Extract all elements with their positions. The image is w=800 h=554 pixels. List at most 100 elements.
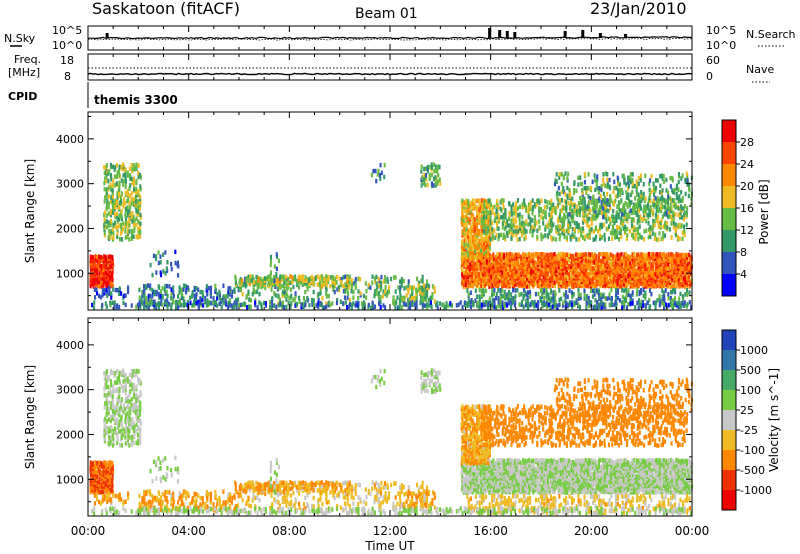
- power-cell: [631, 181, 634, 187]
- power-cell: [496, 207, 499, 212]
- power-cell: [629, 276, 632, 281]
- power-cell: [524, 290, 527, 295]
- power-cell: [288, 295, 291, 301]
- power-cell: [110, 229, 113, 234]
- power-cell: [680, 282, 683, 287]
- power-cell: [478, 251, 481, 256]
- power-cell: [487, 302, 490, 307]
- power-cell: [561, 254, 564, 259]
- power-cell: [425, 297, 428, 303]
- power-cell: [220, 298, 223, 303]
- power-cell: [598, 304, 601, 309]
- power-cell: [316, 274, 319, 279]
- power-cell: [382, 303, 385, 308]
- power-cell: [474, 298, 477, 303]
- power-cell: [682, 303, 685, 308]
- power-cell: [563, 198, 566, 204]
- power-cell: [633, 254, 636, 259]
- power-cell: [510, 208, 513, 213]
- power-cell: [589, 284, 592, 289]
- power-cell: [556, 204, 559, 210]
- power-cell: [467, 303, 470, 308]
- power-cell: [667, 291, 670, 297]
- power-cell: [572, 292, 575, 297]
- power-cell: [348, 284, 351, 290]
- power-cell: [260, 302, 263, 308]
- power-cell: [564, 171, 567, 176]
- power-cell: [680, 252, 683, 258]
- power-cell: [650, 261, 653, 267]
- power-cell: [346, 289, 349, 295]
- power-cell: [108, 228, 111, 234]
- power-cell: [105, 289, 108, 295]
- power-cell: [551, 205, 554, 210]
- power-cell: [657, 266, 660, 271]
- power-cell: [91, 260, 94, 266]
- power-cell: [202, 303, 205, 308]
- power-cell: [344, 289, 347, 294]
- power-cell: [216, 296, 219, 301]
- power-cell: [596, 212, 599, 218]
- power-cell: [622, 173, 625, 179]
- power-cell: [428, 284, 431, 289]
- power-cell: [108, 220, 111, 225]
- power-cell: [602, 191, 605, 197]
- power-cell: [478, 212, 481, 218]
- power-cell: [661, 300, 664, 306]
- power-cell: [631, 252, 634, 257]
- power-cell: [514, 224, 517, 230]
- power-cell: [383, 275, 386, 280]
- power-cell: [675, 256, 678, 262]
- power-cell: [237, 286, 240, 291]
- power-cell: [593, 276, 596, 281]
- power-cell: [112, 223, 115, 228]
- power-cell: [268, 281, 271, 287]
- power-cell: [656, 298, 659, 303]
- power-cell: [663, 197, 666, 203]
- power-cell: [659, 183, 662, 188]
- power-cell: [527, 214, 530, 220]
- power-cell: [593, 173, 596, 178]
- power-cell: [407, 297, 410, 303]
- power-cell: [463, 300, 466, 305]
- power-cell: [143, 300, 146, 305]
- power-cell: [510, 292, 513, 297]
- power-cell: [371, 300, 374, 306]
- power-cell: [574, 260, 577, 265]
- power-cell: [557, 284, 560, 289]
- power-cell: [122, 178, 125, 184]
- power-cell: [619, 220, 622, 226]
- power-cell: [120, 201, 123, 206]
- power-cell: [677, 179, 680, 185]
- power-cell: [116, 163, 119, 168]
- power-cell: [417, 280, 420, 286]
- power-cell: [623, 212, 626, 217]
- power-cell: [619, 226, 622, 232]
- power-cell: [507, 274, 510, 279]
- power-cell: [469, 209, 472, 214]
- power-cell: [577, 256, 580, 261]
- power-cell: [665, 302, 668, 307]
- power-cell: [153, 291, 156, 297]
- power-cell: [626, 212, 629, 217]
- power-cell: [199, 296, 202, 301]
- power-cell: [130, 163, 133, 168]
- power-cell: [114, 182, 117, 188]
- power-cell: [595, 198, 598, 203]
- power-cell: [662, 231, 665, 236]
- power-cell: [302, 296, 305, 301]
- power-cell: [166, 283, 169, 289]
- power-cell: [532, 268, 535, 273]
- power-cell: [583, 179, 586, 185]
- power-cell: [515, 274, 518, 279]
- power-cell: [264, 278, 267, 283]
- power-cell: [681, 215, 684, 220]
- power-cell: [688, 268, 691, 273]
- power-cell: [396, 305, 399, 310]
- power-cell: [124, 167, 127, 172]
- power-cell: [363, 300, 366, 305]
- power-cell: [494, 282, 497, 287]
- power-cell: [497, 205, 500, 210]
- power-cell: [103, 180, 106, 186]
- power-cell: [539, 288, 542, 293]
